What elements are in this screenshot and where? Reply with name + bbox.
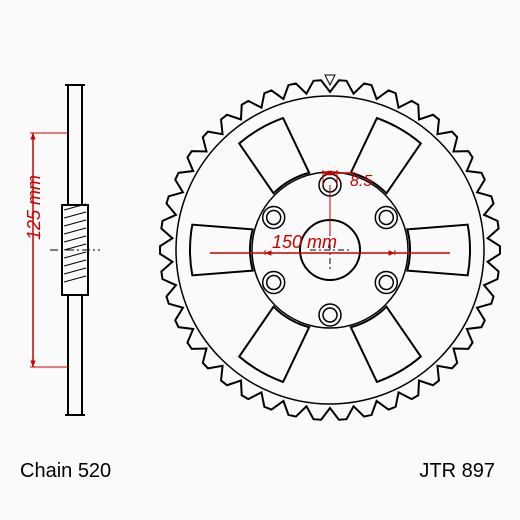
- sprocket-drawing: [0, 0, 520, 520]
- part-number-label: JTR 897: [419, 460, 495, 483]
- bolt-hole-dim: 8.5: [350, 173, 372, 191]
- side-height-dim: 125 mm: [24, 175, 45, 240]
- chain-spec-label: Chain 520: [20, 460, 111, 483]
- bolt-circle-dim: 150 mm: [272, 232, 337, 253]
- diagram-canvas: Chain 520 JTR 897 125 mm 150 mm 8.5: [0, 0, 520, 520]
